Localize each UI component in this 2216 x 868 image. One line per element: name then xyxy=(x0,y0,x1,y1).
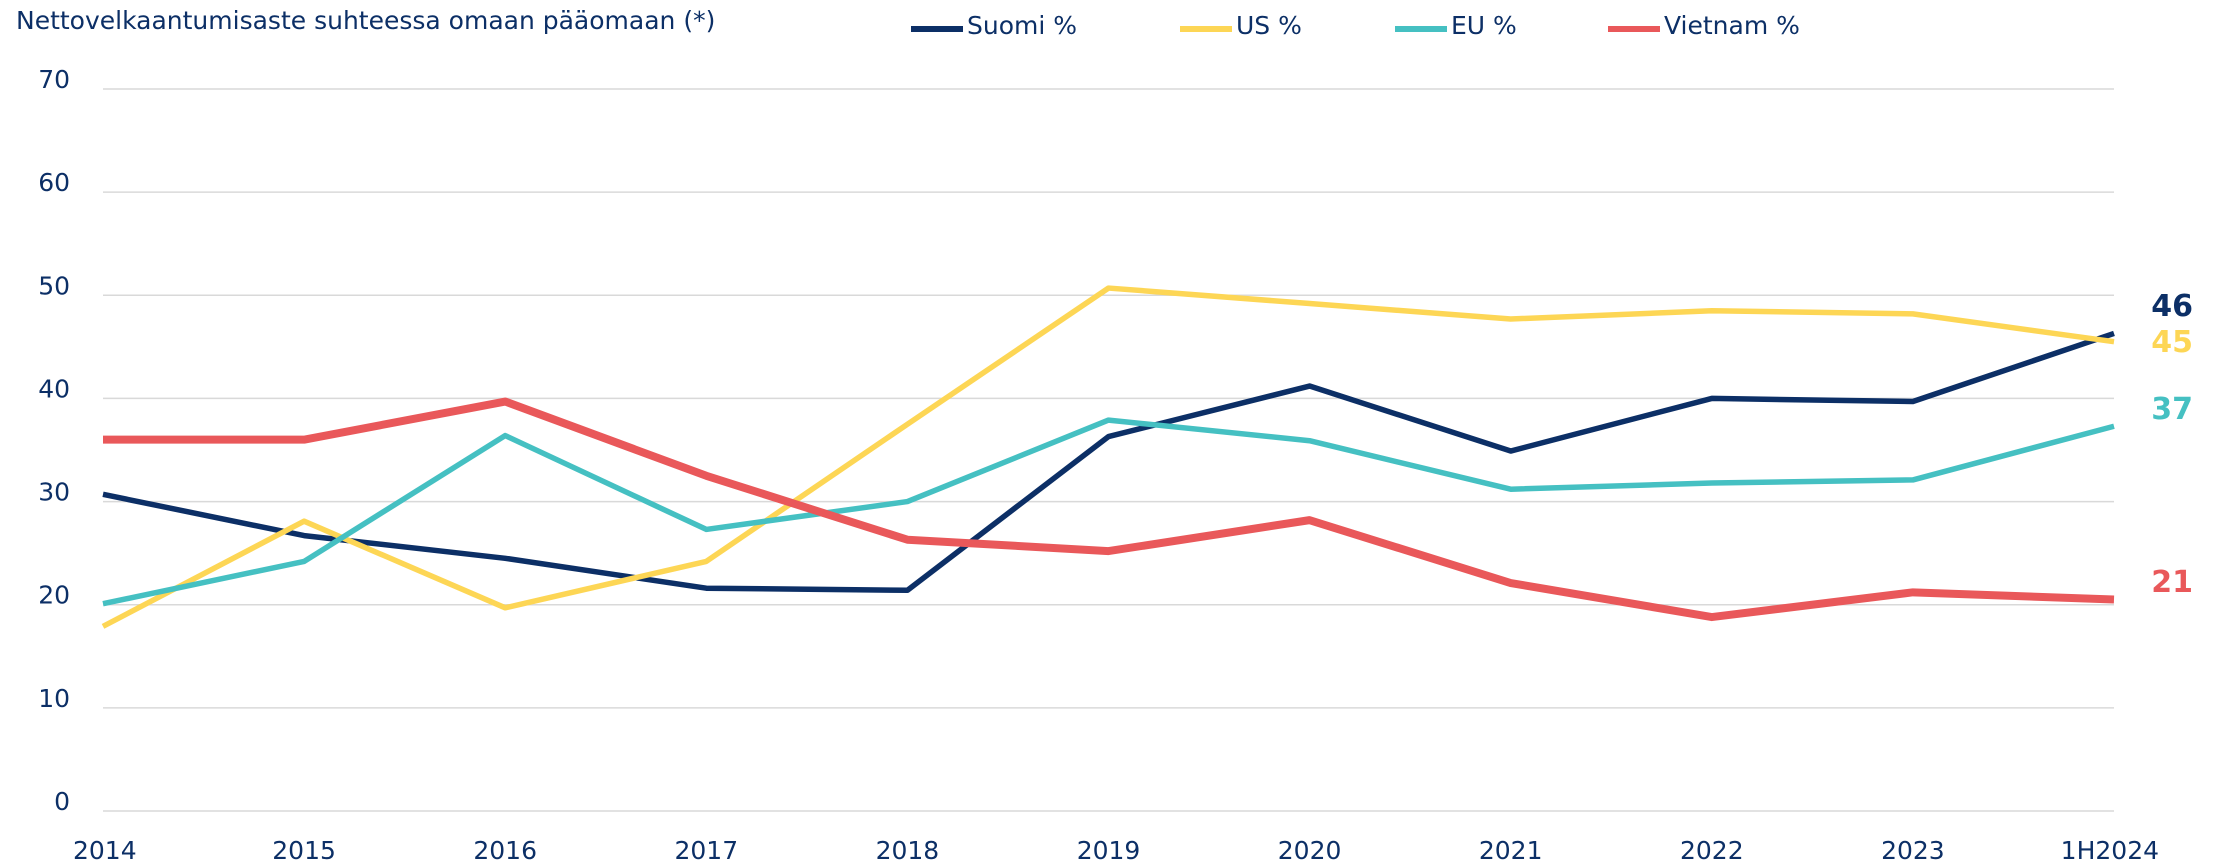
series-line xyxy=(102,417,2115,607)
x-tick-label: 2014 xyxy=(73,836,137,865)
end-label: 21 xyxy=(2151,565,2193,600)
x-tick-label: 2023 xyxy=(1881,836,1945,865)
y-tick-label: 60 xyxy=(38,168,70,197)
legend-label: Vietnam % xyxy=(1664,11,1800,40)
x-tick-label: 2017 xyxy=(674,836,738,865)
y-tick-label: 20 xyxy=(38,581,70,610)
series-line xyxy=(103,397,2115,622)
y-tick-label: 30 xyxy=(38,478,70,507)
series-line xyxy=(102,330,2115,594)
x-tick-label: 1H2024 xyxy=(2061,836,2159,865)
x-tick-label: 2016 xyxy=(473,836,537,865)
y-tick-label: 50 xyxy=(38,271,70,300)
x-tick-label: 2021 xyxy=(1479,836,1543,865)
series-line xyxy=(101,285,2115,629)
x-tick-label: 2020 xyxy=(1278,836,1342,865)
end-label: 37 xyxy=(2151,392,2193,427)
y-tick-label: 40 xyxy=(38,374,70,403)
end-label: 46 xyxy=(2151,289,2193,324)
x-tick-label: 2022 xyxy=(1680,836,1744,865)
y-tick-label: 0 xyxy=(54,787,70,816)
chart-title: Nettovelkaantumisaste suhteessa omaan pä… xyxy=(16,6,715,35)
x-tick-label: 2019 xyxy=(1077,836,1141,865)
y-tick-label: 70 xyxy=(38,65,70,94)
legend-label: US % xyxy=(1236,11,1302,40)
x-tick-label: 2015 xyxy=(272,836,336,865)
y-tick-label: 10 xyxy=(38,684,70,713)
legend-label: Suomi % xyxy=(967,11,1077,40)
end-label: 45 xyxy=(2151,325,2193,360)
legend-label: EU % xyxy=(1451,11,1517,40)
x-tick-label: 2018 xyxy=(876,836,940,865)
